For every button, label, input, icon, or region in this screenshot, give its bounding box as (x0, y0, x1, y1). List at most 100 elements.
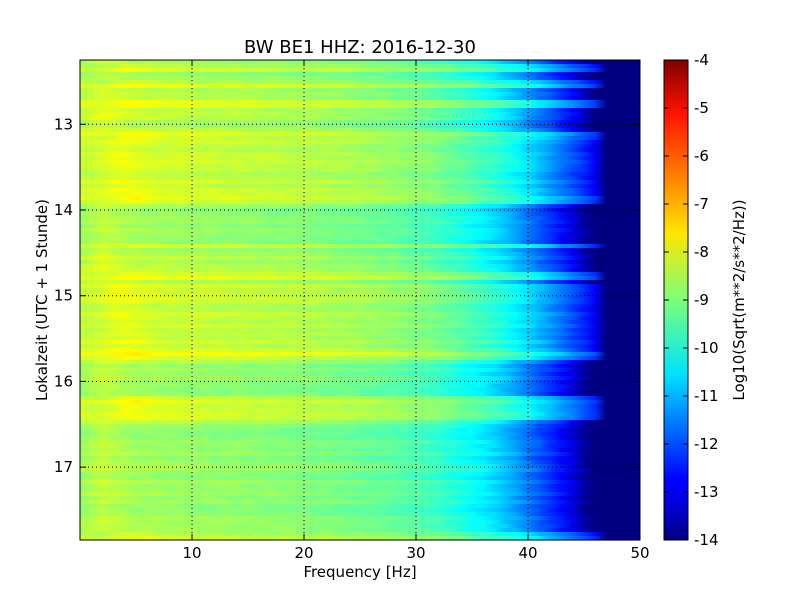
x-tick-label: 50 (630, 544, 649, 562)
heatmap-rows (80, 60, 640, 541)
x-tick-label: 40 (518, 544, 537, 562)
heatmap-row (80, 140, 640, 145)
heatmap-row (80, 372, 640, 377)
heatmap-row (80, 164, 640, 169)
heatmap-row (80, 520, 640, 525)
heatmap-row (80, 80, 640, 85)
heatmap-row (80, 304, 640, 309)
colorbar-tick-label: -7 (694, 195, 709, 213)
heatmap-row (80, 232, 640, 237)
heatmap-row (80, 108, 640, 113)
heatmap-row (80, 456, 640, 461)
colorbar-tick-label: -6 (694, 147, 709, 165)
y-tick-label: 16 (54, 372, 73, 390)
heatmap-row (80, 276, 640, 281)
heatmap-row (80, 60, 640, 65)
heatmap-row (80, 292, 640, 297)
heatmap-row (80, 412, 640, 417)
y-axis-ticks: 13 14 15 16 17 (54, 115, 640, 476)
colorbar-tick-label: -12 (694, 435, 719, 453)
heatmap-row (80, 320, 640, 325)
heatmap-row (80, 440, 640, 445)
heatmap-row (80, 324, 640, 329)
heatmap-row (80, 400, 640, 405)
heatmap-row (80, 104, 640, 109)
heatmap-row (80, 280, 640, 285)
heatmap-row (80, 312, 640, 317)
heatmap-row (80, 100, 640, 105)
heatmap-row (80, 92, 640, 97)
colorbar-tick-label: -9 (694, 291, 709, 309)
heatmap-row (80, 216, 640, 221)
heatmap-row (80, 248, 640, 253)
heatmap-row (80, 452, 640, 457)
heatmap-row (80, 404, 640, 409)
heatmap-row (80, 512, 640, 517)
heatmap-row (80, 504, 640, 509)
heatmap-row (80, 448, 640, 453)
heatmap-row (80, 88, 640, 93)
heatmap-row (80, 420, 640, 425)
heatmap-row (80, 228, 640, 233)
heatmap-row (80, 72, 640, 77)
heatmap-row (80, 308, 640, 313)
heatmap-row (80, 344, 640, 349)
heatmap-row (80, 204, 640, 209)
heatmap-row (80, 464, 640, 469)
heatmap-row (80, 340, 640, 345)
heatmap-row (80, 528, 640, 533)
heatmap-row (80, 172, 640, 177)
heatmap-row (80, 196, 640, 201)
heatmap-row (80, 168, 640, 173)
heatmap-row (80, 532, 640, 537)
heatmap-row (80, 364, 640, 369)
heatmap-row (80, 160, 640, 165)
heatmap-row (80, 492, 640, 497)
heatmap-row (80, 360, 640, 365)
y-tick-label: 13 (54, 115, 73, 133)
heatmap-row (80, 256, 640, 261)
chart-title: BW BE1 HHZ: 2016-12-30 (244, 37, 476, 58)
heatmap-row (80, 488, 640, 493)
heatmap-row (80, 444, 640, 449)
heatmap-row (80, 472, 640, 477)
heatmap-row (80, 220, 640, 225)
y-tick-label: 15 (54, 287, 73, 305)
x-axis-ticks: 10 20 30 40 50 (182, 60, 650, 562)
heatmap-row (80, 116, 640, 121)
heatmap-row (80, 132, 640, 137)
heatmap-row (80, 224, 640, 229)
heatmap-row (80, 212, 640, 217)
heatmap-row (80, 508, 640, 513)
x-axis-label: Frequency [Hz] (303, 563, 416, 581)
heatmap-row (80, 184, 640, 189)
heatmap-row (80, 424, 640, 429)
heatmap-row (80, 64, 640, 69)
heatmap-row (80, 416, 640, 421)
heatmap-row (80, 128, 640, 133)
heatmap-row (80, 356, 640, 361)
heatmap-row (80, 68, 640, 73)
heatmap-row (80, 188, 640, 193)
heatmap-row (80, 468, 640, 473)
x-tick-label: 30 (406, 544, 425, 562)
heatmap-row (80, 392, 640, 397)
heatmap-row (80, 260, 640, 265)
heatmap-row (80, 176, 640, 181)
heatmap-row (80, 408, 640, 413)
heatmap-row (80, 300, 640, 305)
heatmap-row (80, 348, 640, 353)
plot-frame (79, 59, 641, 541)
colorbar-tick-label: -11 (694, 387, 719, 405)
colorbar-label: Log10(Sqrt(m**2/s**2/Hz)) (730, 199, 748, 400)
heatmap-row (80, 524, 640, 529)
heatmap-row (80, 336, 640, 341)
colorbar-tick-label: -8 (694, 243, 709, 261)
heatmap-row (80, 152, 640, 157)
heatmap-row (80, 272, 640, 277)
heatmap-row (80, 376, 640, 381)
heatmap-row (80, 432, 640, 437)
heatmap-row (80, 252, 640, 257)
